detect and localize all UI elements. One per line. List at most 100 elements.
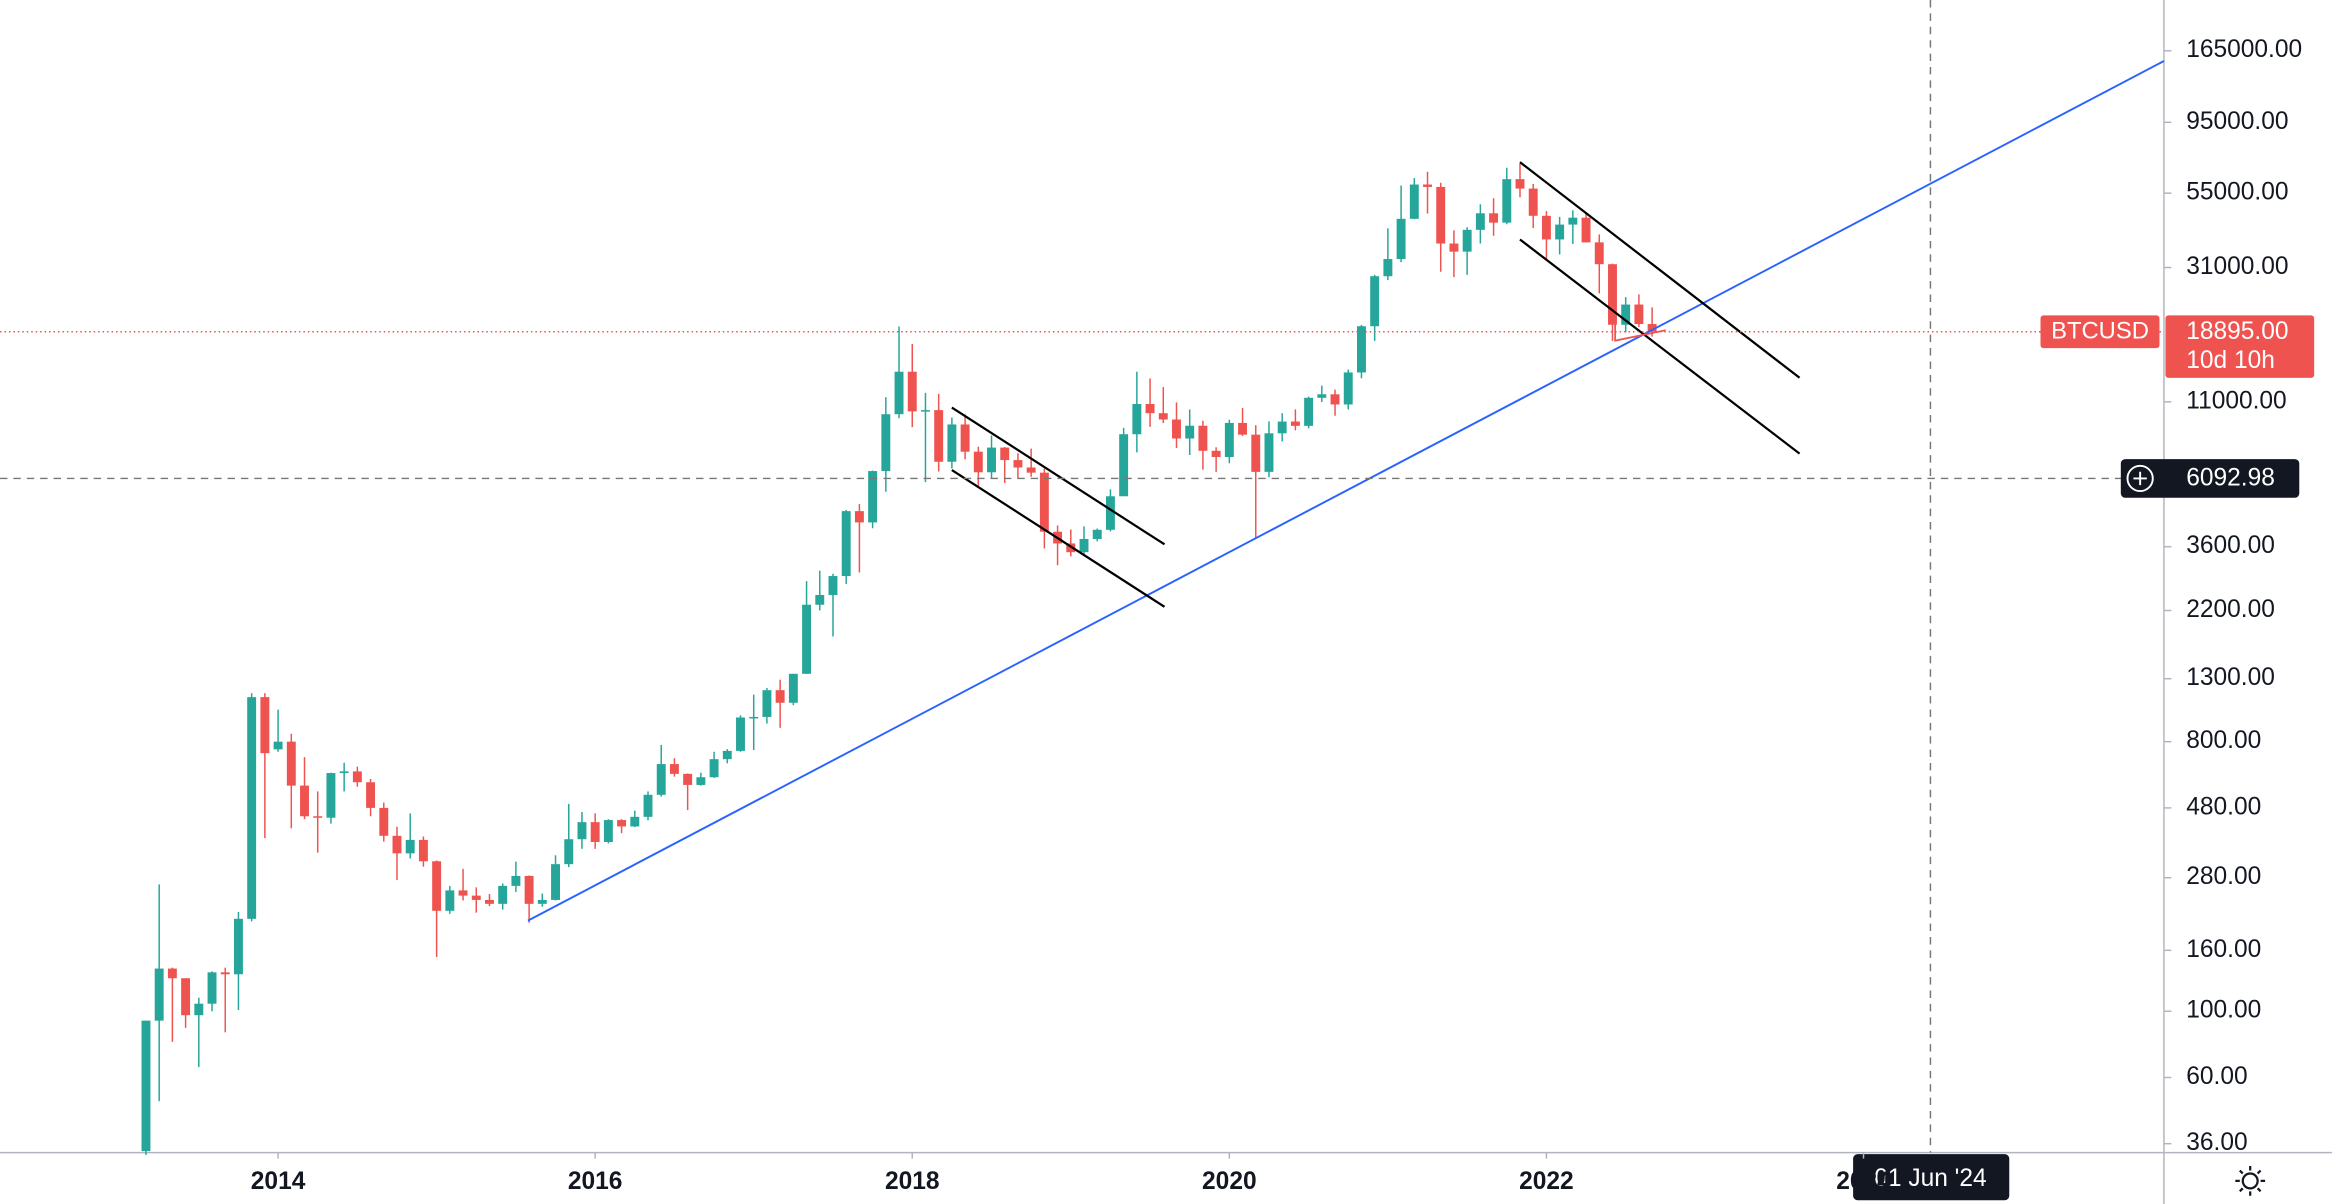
trend-line[interactable] bbox=[527, 60, 2165, 922]
candle-body bbox=[260, 697, 270, 754]
candle-body bbox=[1039, 472, 1049, 532]
candle-body bbox=[1013, 460, 1023, 468]
candle-body bbox=[1436, 186, 1446, 244]
candle-body bbox=[1132, 403, 1142, 435]
channel-line[interactable] bbox=[951, 469, 1166, 608]
candle-body bbox=[471, 895, 481, 900]
candle-body bbox=[1026, 467, 1036, 473]
crosshair-price-box bbox=[2120, 459, 2300, 498]
candle-body bbox=[1462, 229, 1472, 252]
crosshair-price-label: 6092.98 bbox=[2186, 465, 2275, 492]
candle-body bbox=[524, 875, 534, 904]
candle-body bbox=[1105, 496, 1115, 530]
candle-body bbox=[1264, 433, 1274, 472]
candle-body bbox=[220, 972, 230, 975]
candle-body bbox=[1330, 394, 1340, 405]
candle-body bbox=[1409, 184, 1419, 219]
candle-body bbox=[1317, 394, 1327, 398]
candle-body bbox=[1608, 264, 1617, 325]
candle-body bbox=[405, 839, 415, 854]
candle-body bbox=[907, 371, 917, 412]
candle-body bbox=[1119, 434, 1129, 497]
price-label-box bbox=[2165, 315, 2315, 378]
candle-body bbox=[445, 890, 455, 911]
candle-body bbox=[273, 741, 283, 750]
candle-body bbox=[775, 690, 785, 703]
y-tick-label: 2200.00 bbox=[2186, 596, 2275, 623]
add-alert-icon[interactable] bbox=[2126, 464, 2154, 493]
candle-body bbox=[207, 972, 217, 1004]
candle-body bbox=[815, 594, 825, 605]
drawings bbox=[527, 60, 2165, 922]
candle-body bbox=[458, 890, 468, 896]
y-tick-label: 280.00 bbox=[2186, 863, 2261, 890]
candle-body bbox=[141, 1020, 151, 1152]
candle-body bbox=[1145, 403, 1155, 414]
candle-body bbox=[1449, 243, 1459, 252]
candle-body bbox=[154, 968, 164, 1021]
candle-body bbox=[1238, 422, 1248, 435]
candle-body bbox=[564, 839, 574, 865]
y-tick-label: 31000.00 bbox=[2186, 253, 2288, 280]
channel-line[interactable] bbox=[1519, 161, 1801, 379]
candle-body bbox=[1158, 413, 1168, 420]
x-tick-label: 2020 bbox=[1202, 1168, 1257, 1195]
candle-body bbox=[247, 697, 257, 919]
y-tick-label: 11000.00 bbox=[2186, 387, 2286, 414]
candle-body bbox=[1277, 421, 1287, 434]
candle-body bbox=[1383, 259, 1393, 277]
candle-body bbox=[987, 447, 996, 473]
candle-body bbox=[1304, 397, 1314, 426]
symbol-label-box bbox=[2040, 315, 2160, 349]
candle-body bbox=[1568, 217, 1578, 225]
crosshair-date-box bbox=[1853, 1154, 2010, 1201]
candle-body bbox=[788, 673, 798, 703]
settings-icon[interactable] bbox=[2235, 1166, 2266, 1196]
candle-body bbox=[669, 764, 679, 774]
candle-body bbox=[973, 451, 983, 473]
candle-body bbox=[1502, 179, 1512, 223]
candle-body bbox=[960, 424, 970, 452]
candle-body bbox=[722, 750, 732, 760]
candle-body bbox=[841, 511, 851, 577]
candle-body bbox=[1594, 242, 1604, 265]
channel-line[interactable] bbox=[951, 406, 1166, 546]
candle-body bbox=[603, 820, 613, 842]
candle-body bbox=[1541, 215, 1551, 240]
candle-body bbox=[868, 471, 878, 523]
candle-body bbox=[881, 414, 891, 472]
x-tick-label: 2018 bbox=[885, 1168, 940, 1195]
candle-body bbox=[630, 816, 640, 827]
crosshair-date-label: 01 Jun '24 bbox=[1874, 1165, 1986, 1192]
marker-line[interactable] bbox=[1614, 318, 1666, 342]
candle-body bbox=[339, 771, 349, 774]
candle-body bbox=[1475, 213, 1485, 230]
candle-body bbox=[418, 839, 428, 862]
candle-body bbox=[696, 777, 706, 785]
candle-body bbox=[432, 861, 442, 911]
candle-body bbox=[167, 968, 177, 979]
candle-body bbox=[1555, 224, 1565, 240]
candle-body bbox=[1343, 372, 1353, 405]
y-tick-label: 95000.00 bbox=[2186, 108, 2288, 135]
candle-body bbox=[194, 1003, 204, 1016]
candle-body bbox=[577, 822, 587, 840]
x-tick-label: 2022 bbox=[1519, 1168, 1574, 1195]
candle-body bbox=[947, 424, 957, 462]
candle-body bbox=[656, 764, 666, 795]
candle-body bbox=[366, 782, 376, 808]
candle-body bbox=[1356, 326, 1366, 373]
y-tick-label: 480.00 bbox=[2186, 793, 2261, 820]
candle-body bbox=[392, 835, 402, 854]
candle-body bbox=[1621, 304, 1631, 325]
candle-body bbox=[1198, 425, 1208, 451]
channel-line[interactable] bbox=[1519, 238, 1801, 455]
symbol-label: BTCUSD bbox=[2051, 318, 2149, 345]
candle-body bbox=[802, 604, 812, 674]
candle-body bbox=[1211, 450, 1221, 457]
x-tick-label: 2016 bbox=[568, 1168, 623, 1195]
candle-body bbox=[300, 785, 309, 817]
